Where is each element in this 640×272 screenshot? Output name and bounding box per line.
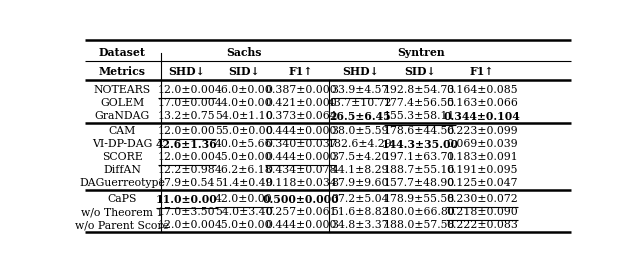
Text: 178.6±44.56: 178.6±44.56 bbox=[384, 126, 456, 136]
Text: 44.0±0.00: 44.0±0.00 bbox=[215, 98, 273, 108]
Text: 0.373±0.064: 0.373±0.064 bbox=[265, 112, 337, 121]
Text: 0.257±0.061: 0.257±0.061 bbox=[265, 207, 337, 217]
Text: 192.8±54.73: 192.8±54.73 bbox=[384, 85, 456, 95]
Text: GraNDAG: GraNDAG bbox=[95, 112, 150, 121]
Text: 40.0±5.66: 40.0±5.66 bbox=[215, 139, 273, 149]
Text: 0.444±0.000: 0.444±0.000 bbox=[265, 220, 337, 230]
Text: 17.9±0.54: 17.9±0.54 bbox=[158, 178, 215, 188]
Text: 144.3±35.00: 144.3±35.00 bbox=[381, 139, 458, 150]
Text: VI-DP-DAG: VI-DP-DAG bbox=[92, 139, 152, 149]
Text: SID↓: SID↓ bbox=[228, 66, 259, 77]
Text: DAGuerreotype: DAGuerreotype bbox=[79, 178, 165, 188]
Text: 0.218±0.090: 0.218±0.090 bbox=[446, 207, 518, 217]
Text: SCORE: SCORE bbox=[102, 152, 143, 162]
Text: 54.0±3.40: 54.0±3.40 bbox=[215, 207, 273, 217]
Text: Sachs: Sachs bbox=[226, 47, 261, 58]
Text: Dataset: Dataset bbox=[99, 47, 146, 58]
Text: Metrics: Metrics bbox=[99, 66, 146, 77]
Text: 180.0±66.80: 180.0±66.80 bbox=[384, 207, 456, 217]
Text: F1↑: F1↑ bbox=[470, 66, 494, 77]
Text: 87.9±9.60: 87.9±9.60 bbox=[332, 178, 389, 188]
Text: CAM: CAM bbox=[108, 126, 136, 136]
Text: 188.7±55.16: 188.7±55.16 bbox=[384, 165, 456, 175]
Text: NOTEARS: NOTEARS bbox=[93, 85, 151, 95]
Text: 0.164±0.085: 0.164±0.085 bbox=[446, 85, 518, 95]
Text: SHD↓: SHD↓ bbox=[342, 66, 379, 77]
Text: 12.2±0.98: 12.2±0.98 bbox=[158, 165, 216, 175]
Text: 157.7±48.90: 157.7±48.90 bbox=[384, 178, 456, 188]
Text: 0.444±0.000: 0.444±0.000 bbox=[265, 126, 337, 136]
Text: 0.340±0.037: 0.340±0.037 bbox=[265, 139, 337, 149]
Text: w/o Parent Score: w/o Parent Score bbox=[75, 220, 169, 230]
Text: 37.2±5.04: 37.2±5.04 bbox=[332, 194, 389, 204]
Text: 51.6±8.82: 51.6±8.82 bbox=[332, 207, 389, 217]
Text: 42.6±1.36: 42.6±1.36 bbox=[156, 139, 218, 150]
Text: 37.5±4.20: 37.5±4.20 bbox=[332, 152, 389, 162]
Text: Syntren: Syntren bbox=[397, 47, 445, 58]
Text: 45.0±0.00: 45.0±0.00 bbox=[215, 152, 273, 162]
Text: 46.2±6.18: 46.2±6.18 bbox=[215, 165, 273, 175]
Text: 0.421±0.000: 0.421±0.000 bbox=[265, 98, 337, 108]
Text: 26.5±6.45: 26.5±6.45 bbox=[330, 111, 391, 122]
Text: SID↓: SID↓ bbox=[404, 66, 436, 77]
Text: GOLEM: GOLEM bbox=[100, 98, 144, 108]
Text: SHD↓: SHD↓ bbox=[168, 66, 205, 77]
Text: 51.4±0.49: 51.4±0.49 bbox=[215, 178, 273, 188]
Text: 0.230±0.072: 0.230±0.072 bbox=[446, 194, 518, 204]
Text: DiffAN: DiffAN bbox=[103, 165, 141, 175]
Text: 0.223±0.099: 0.223±0.099 bbox=[446, 126, 518, 136]
Text: 42.0±0.00: 42.0±0.00 bbox=[215, 194, 273, 204]
Text: 55.0±0.00: 55.0±0.00 bbox=[215, 126, 273, 136]
Text: 0.118±0.034: 0.118±0.034 bbox=[265, 178, 337, 188]
Text: 0.434±0.078: 0.434±0.078 bbox=[265, 165, 337, 175]
Text: 46.0±0.00: 46.0±0.00 bbox=[215, 85, 273, 95]
Text: 0.183±0.091: 0.183±0.091 bbox=[446, 152, 518, 162]
Text: 0.222±0.083: 0.222±0.083 bbox=[446, 220, 518, 230]
Text: 12.0±0.00: 12.0±0.00 bbox=[157, 126, 216, 136]
Text: w/o Theorem 1: w/o Theorem 1 bbox=[81, 207, 163, 217]
Text: 0.500±0.000: 0.500±0.000 bbox=[262, 194, 339, 205]
Text: 33.9±4.57: 33.9±4.57 bbox=[332, 85, 389, 95]
Text: 17.0±0.00: 17.0±0.00 bbox=[158, 98, 216, 108]
Text: 197.1±63.71: 197.1±63.71 bbox=[384, 152, 456, 162]
Text: 54.0±1.10: 54.0±1.10 bbox=[215, 112, 273, 121]
Text: 0.444±0.000: 0.444±0.000 bbox=[265, 152, 337, 162]
Text: 12.0±0.00: 12.0±0.00 bbox=[157, 152, 216, 162]
Text: CaPS: CaPS bbox=[108, 194, 137, 204]
Text: 0.191±0.095: 0.191±0.095 bbox=[446, 165, 518, 175]
Text: 17.0±3.50: 17.0±3.50 bbox=[158, 207, 216, 217]
Text: 0.344±0.104: 0.344±0.104 bbox=[444, 111, 520, 122]
Text: 12.0±0.00: 12.0±0.00 bbox=[157, 85, 216, 95]
Text: 0.163±0.066: 0.163±0.066 bbox=[446, 98, 518, 108]
Text: 44.1±8.29: 44.1±8.29 bbox=[332, 165, 389, 175]
Text: 178.9±55.58: 178.9±55.58 bbox=[384, 194, 456, 204]
Text: 0.125±0.047: 0.125±0.047 bbox=[446, 178, 518, 188]
Text: 155.3±58.11: 155.3±58.11 bbox=[384, 112, 456, 121]
Text: F1↑: F1↑ bbox=[289, 66, 313, 77]
Text: 11.0±0.00: 11.0±0.00 bbox=[156, 194, 218, 205]
Text: 177.4±56.55: 177.4±56.55 bbox=[384, 98, 455, 108]
Text: 0.069±0.039: 0.069±0.039 bbox=[446, 139, 518, 149]
Text: 188.0±57.58: 188.0±57.58 bbox=[384, 220, 456, 230]
Text: 182.6±4.29: 182.6±4.29 bbox=[328, 139, 392, 149]
Text: 34.8±3.37: 34.8±3.37 bbox=[332, 220, 389, 230]
Text: 12.0±0.00: 12.0±0.00 bbox=[157, 220, 216, 230]
Text: 0.387±0.000: 0.387±0.000 bbox=[265, 85, 337, 95]
Text: 45.0±0.00: 45.0±0.00 bbox=[215, 220, 273, 230]
Text: 13.2±0.75: 13.2±0.75 bbox=[158, 112, 216, 121]
Text: 43.7±10.72: 43.7±10.72 bbox=[328, 98, 392, 108]
Text: 38.0±5.59: 38.0±5.59 bbox=[332, 126, 389, 136]
